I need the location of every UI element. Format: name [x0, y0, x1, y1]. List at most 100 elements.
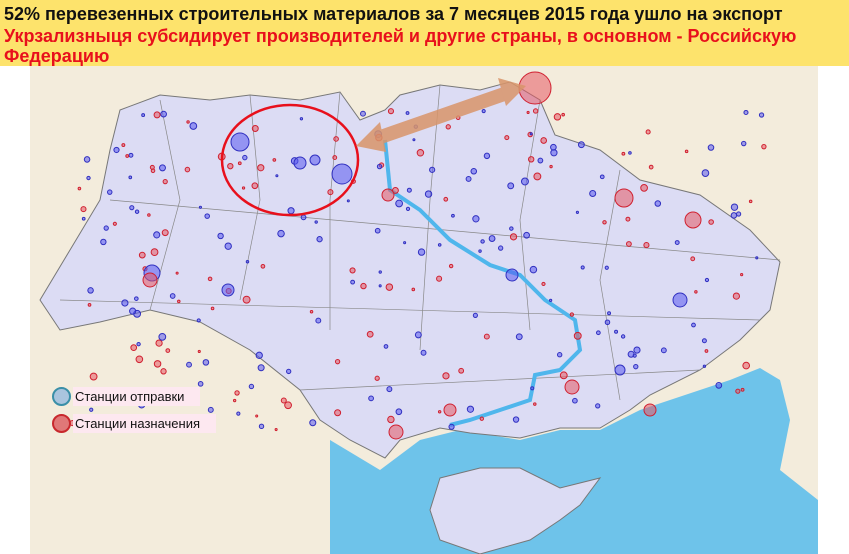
destination-station-marker [442, 372, 450, 380]
departure-station-marker [248, 383, 255, 390]
departure-station-marker [550, 143, 557, 151]
departure-station-marker [374, 227, 381, 234]
departure-station-marker [530, 386, 535, 391]
destination-station-marker [648, 164, 654, 170]
departure-station-marker [604, 319, 611, 326]
departure-station-marker [470, 167, 478, 175]
destination-station-marker [385, 283, 394, 291]
departure-station-marker [103, 225, 109, 231]
destination-station-marker [334, 359, 341, 365]
departure-station-marker [730, 203, 739, 211]
departure-station-marker [100, 238, 107, 246]
destination-station-marker [150, 168, 156, 174]
destination-station-marker [332, 155, 338, 160]
destination-station-marker [553, 113, 562, 121]
departure-station-marker [448, 423, 455, 430]
departure-station-marker [242, 154, 248, 161]
departure-station-marker [186, 361, 192, 368]
destination-station-marker [483, 333, 490, 340]
destination-station-marker [533, 402, 537, 406]
departure-station-marker [575, 210, 579, 214]
destination-station-marker [237, 161, 242, 166]
destination-station-marker [684, 211, 702, 229]
destination-station-marker [241, 186, 246, 190]
departure-station-marker [529, 265, 538, 274]
destination-station-marker [640, 184, 648, 192]
destination-station-marker [643, 242, 650, 249]
departure-station-marker [577, 141, 585, 149]
destination-station-marker [735, 388, 741, 394]
departure-station-marker [512, 416, 520, 423]
departure-station-marker [160, 110, 167, 118]
destination-station-marker [437, 410, 442, 414]
departure-station-marker [529, 132, 533, 136]
departure-station-marker [378, 284, 382, 288]
destination-station-marker [349, 267, 356, 274]
departure-station-marker [106, 189, 113, 195]
departure-station-marker [207, 406, 214, 413]
departure-station-marker [429, 166, 436, 173]
departure-station-marker [277, 229, 285, 238]
departure-station-marker [196, 318, 201, 323]
departure-station-marker [599, 174, 605, 180]
departure-station-marker [383, 344, 389, 349]
departure-station-marker [707, 144, 715, 151]
departure-station-marker [549, 298, 553, 302]
departure-station-marker [589, 189, 597, 198]
highlight-circle [220, 103, 360, 217]
departure-station-marker [128, 152, 134, 158]
legend-item-departure: Станции отправки [52, 387, 201, 406]
departure-station-marker [614, 329, 619, 334]
destination-station-marker [458, 367, 465, 374]
departure-station-marker [169, 293, 176, 299]
destination-station-marker [234, 390, 240, 396]
departure-station-marker [134, 296, 139, 301]
departure-station-marker [395, 408, 403, 416]
destination-station-marker [625, 216, 631, 222]
departure-station-marker [424, 190, 433, 198]
destination-station-marker [177, 299, 181, 304]
departure-station-marker [465, 175, 472, 182]
departure-station-marker [204, 213, 210, 219]
departure-station-marker [488, 235, 496, 242]
destination-station-marker [130, 344, 138, 352]
departure-station-marker [189, 122, 198, 130]
departure-station-marker [406, 187, 412, 193]
departure-station-marker [483, 152, 491, 160]
destination-station-marker [614, 188, 634, 208]
destination-station-marker [559, 371, 568, 380]
destination-station-marker [175, 271, 179, 275]
destination-station-marker [645, 129, 651, 135]
destination-station-marker [242, 295, 251, 304]
departure-station-marker [632, 353, 637, 358]
departure-station-marker [128, 175, 133, 180]
destination-station-marker [165, 348, 171, 353]
departure-station-marker [466, 405, 475, 413]
departure-station-marker [557, 352, 563, 358]
export-arrow-icon [356, 78, 526, 152]
departure-station-marker [286, 368, 292, 375]
destination-station-marker [549, 164, 553, 169]
destination-station-marker [564, 379, 580, 395]
crimea [429, 467, 602, 554]
departure-station-marker [550, 149, 558, 157]
departure-station-marker [701, 169, 710, 177]
destination-station-marker [280, 397, 287, 404]
legend-label: Станции отправки [73, 387, 201, 406]
destination-station-marker [704, 349, 709, 353]
destination-station-marker [162, 179, 168, 185]
destination-station-marker [251, 125, 259, 132]
departure-station-marker [451, 213, 455, 218]
departure-station-marker [136, 341, 141, 347]
destination-station-marker [479, 416, 484, 421]
departure-station-marker [704, 277, 710, 283]
header-banner: 52% перевезенных строительных материалов… [0, 0, 849, 66]
departure-station-marker [403, 241, 407, 245]
departure-station-marker [81, 216, 86, 221]
destination-station-marker [602, 220, 607, 225]
departure-station-marker [224, 242, 232, 250]
destination-station-marker [184, 166, 191, 173]
destination-station-marker [333, 136, 339, 142]
departure-station-marker [420, 349, 427, 356]
departure-station-marker [701, 338, 707, 344]
